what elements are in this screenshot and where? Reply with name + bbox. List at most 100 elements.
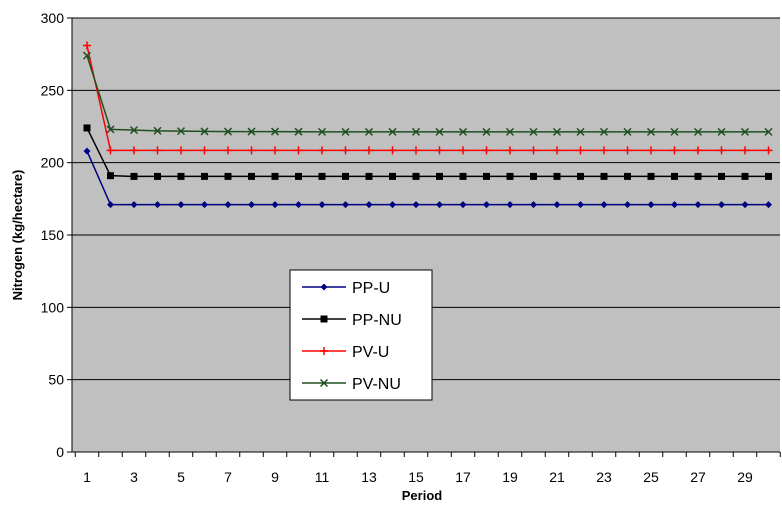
data-point [647, 201, 655, 209]
data-point [576, 127, 585, 136]
data-point [530, 172, 537, 180]
data-point [647, 172, 655, 180]
data-point [506, 146, 514, 155]
legend-label: PP-U [352, 280, 390, 297]
axes [67, 17, 781, 457]
data-point [600, 201, 608, 209]
data-point [248, 172, 255, 180]
data-point [319, 378, 329, 388]
y-tick-label: 0 [56, 444, 64, 460]
data-point [153, 146, 162, 155]
y-tick-labels: 0 50 100 150 200 250 300 [41, 10, 65, 460]
x-tick-label: 11 [315, 469, 330, 485]
data-point [718, 201, 725, 209]
y-tick-label: 150 [41, 227, 65, 243]
data-point [623, 146, 632, 155]
data-point [83, 124, 91, 132]
data-point [459, 146, 467, 155]
legend: PP-U PP-NU PV-U PV-NU [289, 269, 433, 401]
data-point [435, 146, 444, 155]
series-pv-u [83, 41, 773, 155]
data-point [529, 146, 538, 155]
data-point [694, 201, 702, 209]
data-point [436, 172, 443, 180]
data-point [576, 146, 585, 155]
data-point [765, 172, 772, 180]
data-point [271, 146, 279, 155]
y-tick-label: 250 [41, 82, 65, 98]
data-point [483, 201, 490, 209]
data-point [506, 172, 514, 180]
data-point [599, 127, 609, 136]
data-point [717, 146, 726, 155]
data-point [530, 201, 537, 209]
data-point [176, 127, 186, 136]
data-point [342, 201, 349, 209]
data-point [389, 201, 396, 209]
data-point [764, 127, 773, 136]
data-point [694, 172, 702, 180]
data-point [505, 127, 515, 136]
y-tick-label: 100 [41, 299, 65, 315]
data-point [107, 201, 114, 209]
data-point [483, 172, 490, 180]
data-point [224, 146, 232, 155]
x-tick-label: 9 [271, 469, 279, 485]
data-point [294, 127, 303, 136]
data-point [201, 201, 208, 209]
data-point [248, 201, 255, 209]
data-point [694, 146, 702, 155]
x-tick-label: 5 [177, 469, 185, 485]
data-point [294, 146, 303, 155]
data-point [317, 127, 327, 136]
data-point [224, 172, 232, 180]
data-point [271, 201, 279, 209]
data-point [765, 201, 772, 209]
data-point [271, 172, 279, 180]
data-point [342, 172, 349, 180]
data-point [553, 146, 561, 155]
data-point [153, 126, 162, 135]
data-point [107, 172, 114, 180]
data-point [201, 172, 208, 180]
data-point [459, 201, 467, 209]
series-line [86, 55, 769, 133]
data-point [577, 201, 584, 209]
data-point [623, 127, 632, 136]
data-point [83, 41, 91, 50]
data-point [130, 201, 138, 209]
x-tick-label: 15 [408, 469, 424, 485]
data-point [506, 201, 514, 209]
x-tick-label: 29 [737, 469, 753, 485]
legend-label: PP-NU [352, 312, 402, 329]
data-point [365, 172, 373, 180]
legend-label: PV-U [352, 344, 389, 361]
data-point [529, 127, 538, 136]
data-point [200, 127, 209, 136]
series-pp-u [83, 147, 772, 209]
data-point [154, 201, 161, 209]
x-tick-label: 13 [361, 469, 377, 485]
data-point [552, 127, 562, 136]
data-point [600, 172, 608, 180]
data-point [318, 172, 326, 180]
data-point [341, 127, 350, 136]
data-point [320, 347, 328, 355]
data-point [82, 51, 92, 60]
data-point [247, 127, 256, 136]
y-tick-label: 300 [41, 10, 65, 26]
data-point [670, 127, 679, 136]
data-point [130, 146, 138, 155]
x-tick-label: 27 [690, 469, 706, 485]
data-point [177, 146, 185, 155]
data-point [671, 201, 678, 209]
x-tick-label: 25 [643, 469, 659, 485]
x-tick-label: 17 [455, 469, 471, 485]
data-point [577, 172, 584, 180]
data-point [600, 146, 608, 155]
x-tick-label: 7 [224, 469, 232, 485]
data-point [341, 146, 350, 155]
data-point [670, 146, 679, 155]
x-tick-label: 23 [596, 469, 612, 485]
data-point [247, 146, 256, 155]
